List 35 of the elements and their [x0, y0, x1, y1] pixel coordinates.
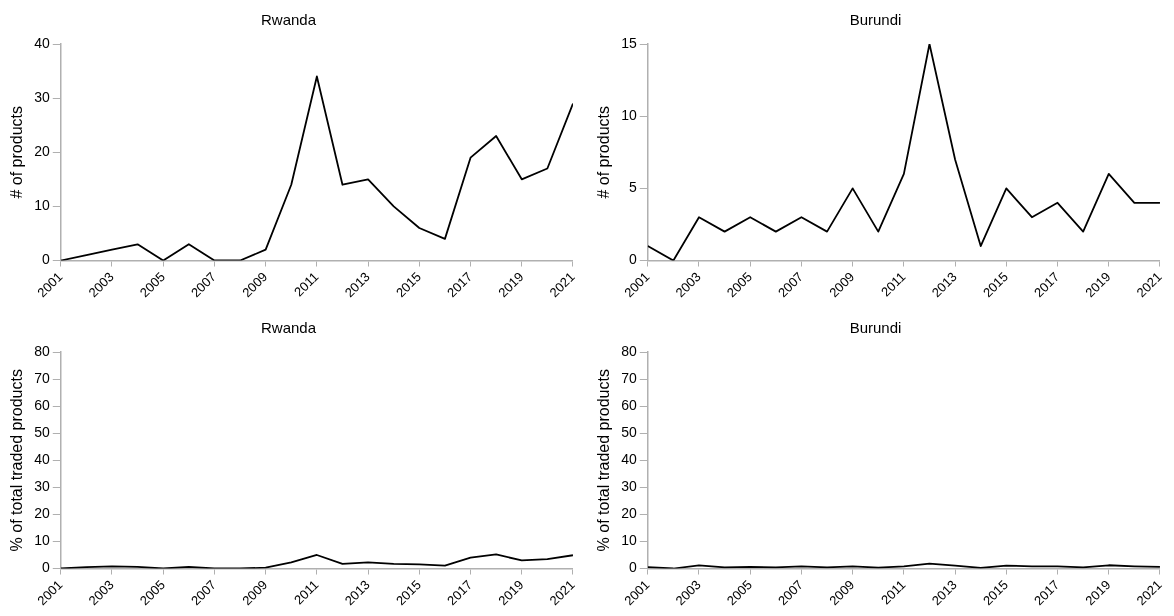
y-tick-label: 80: [34, 342, 50, 359]
y-tick-label: 10: [621, 107, 637, 124]
chart-title: Rwanda: [260, 319, 317, 337]
y-tick-label: 0: [41, 559, 50, 576]
y-tick-label: 40: [34, 34, 50, 51]
y-tick-label: 70: [34, 369, 50, 386]
y-tick-label: 60: [34, 396, 50, 413]
y-tick-label: 80: [621, 342, 637, 359]
y-tick-label: 30: [34, 88, 50, 105]
y-tick-label: 20: [621, 505, 637, 522]
y-tick-label: 40: [34, 451, 50, 468]
y-tick-label: 0: [628, 251, 637, 268]
chart-title: Rwanda: [260, 11, 317, 29]
y-tick-label: 30: [621, 478, 637, 495]
y-axis-title: # of products: [595, 106, 613, 199]
y-tick-label: 20: [34, 143, 50, 160]
chart-title: Burundi: [849, 11, 902, 29]
y-tick-label: 50: [34, 424, 50, 441]
y-tick-label: 70: [621, 369, 637, 386]
y-axis-title: % of total traded products: [595, 369, 613, 552]
y-tick-label: 20: [34, 505, 50, 522]
y-axis-title: % of total traded products: [8, 369, 26, 552]
y-tick-label: 10: [34, 532, 50, 549]
y-axis-title: # of products: [8, 106, 26, 199]
y-tick-label: 10: [34, 197, 50, 214]
y-tick-label: 0: [41, 251, 50, 268]
y-tick-label: 10: [621, 532, 637, 549]
y-tick-label: 30: [34, 478, 50, 495]
y-tick-label: 0: [628, 559, 637, 576]
y-tick-label: 40: [621, 451, 637, 468]
chart-title: Burundi: [849, 319, 902, 337]
y-tick-label: 60: [621, 396, 637, 413]
y-tick-label: 5: [628, 179, 637, 196]
y-tick-label: 15: [621, 34, 637, 51]
y-tick-label: 50: [621, 424, 637, 441]
